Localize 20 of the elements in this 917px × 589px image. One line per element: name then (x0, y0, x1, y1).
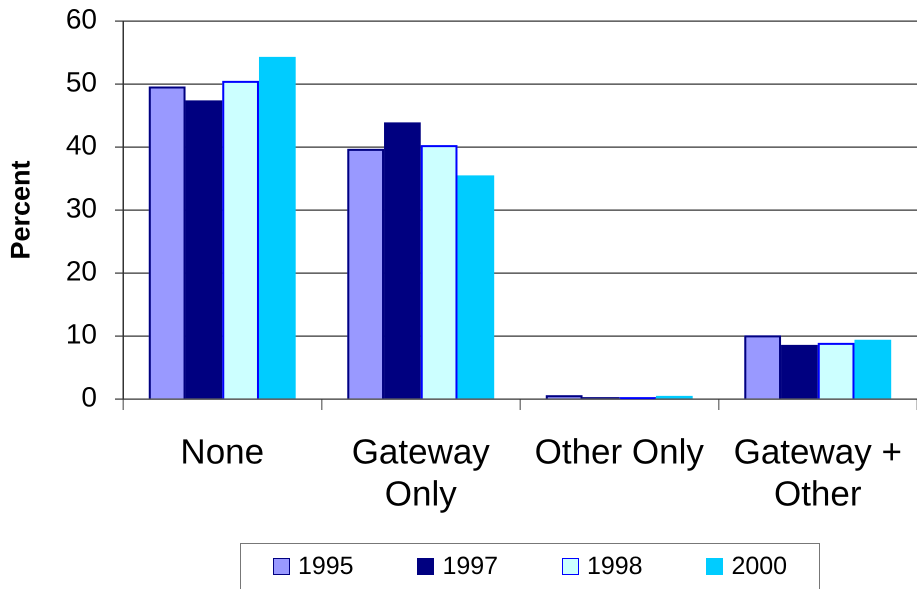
bar (258, 56, 296, 398)
y-axis-title: Percent (6, 160, 36, 260)
bar (457, 175, 494, 398)
x-tick-label: None (180, 432, 264, 472)
y-tick-label: 60 (66, 4, 97, 35)
y-tick-label: 40 (66, 130, 97, 161)
x-tick-label: Gateway Only (352, 432, 490, 514)
y-tick-label: 30 (66, 192, 97, 224)
bar (854, 340, 892, 398)
legend-label: 2000 (731, 552, 788, 581)
legend-label: 1998 (586, 552, 643, 581)
legend-label: 1995 (298, 552, 354, 581)
x-tick-label: Gateway + Other (734, 432, 902, 514)
bar (656, 396, 693, 398)
y-tick-label: 20 (66, 256, 97, 287)
x-tick-label: Other Only (534, 432, 704, 472)
y-tick-label: 50 (66, 66, 97, 98)
y-tick-label: 0 (81, 382, 97, 413)
y-tick-label: 10 (66, 318, 97, 350)
legend-label: 1997 (442, 552, 498, 581)
